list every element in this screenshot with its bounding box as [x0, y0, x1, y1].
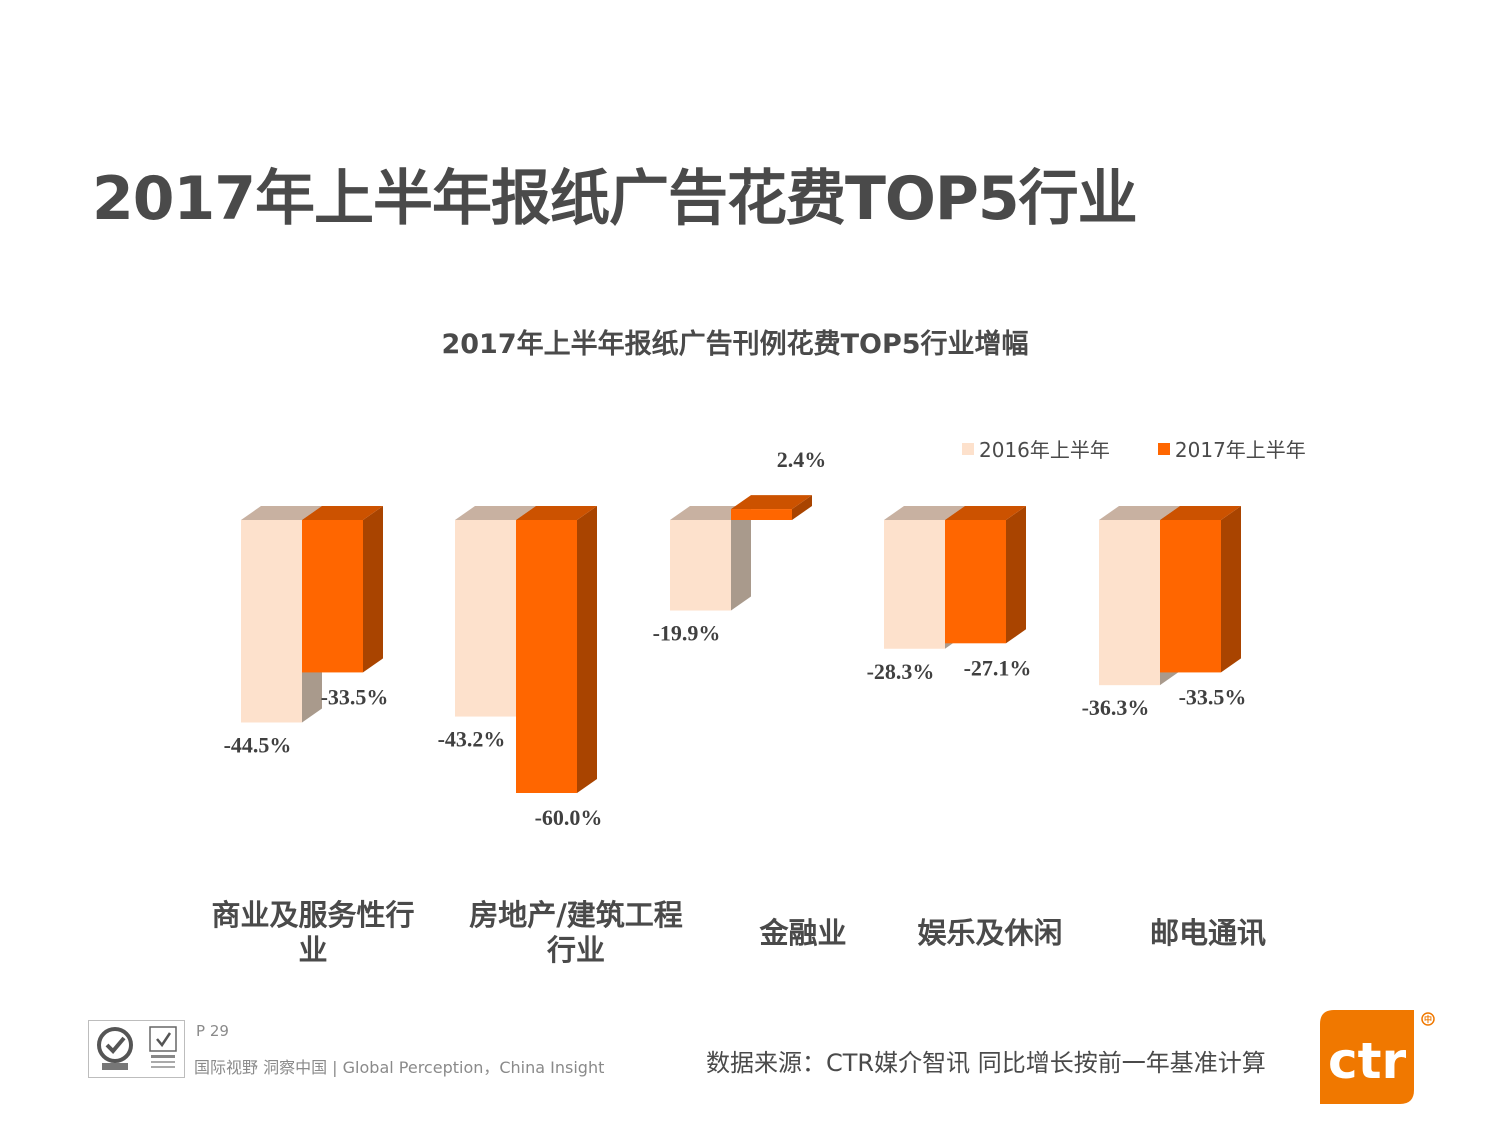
- data-label-2017-3: 2.4%: [777, 447, 827, 472]
- data-label-2017-5: -33.5%: [1179, 684, 1247, 709]
- data-source-note: 数据来源：CTR媒介智讯 同比增长按前一年基准计算: [706, 1049, 1266, 1077]
- bar-side: [363, 506, 383, 673]
- legend-label-2017: 2017年上半年: [1174, 438, 1306, 462]
- data-label-2016-2: -43.2%: [438, 727, 506, 752]
- bar-2017-2: [516, 506, 597, 793]
- footer-tagline: 国际视野 洞察中国 | Global Perception，China Insi…: [194, 1058, 605, 1077]
- bar-top: [516, 506, 597, 520]
- bar-2017-1: [302, 506, 383, 673]
- legend-swatch-2016: [962, 442, 974, 455]
- bar-chart: -44.5% -33.5% -43.2% -60.0% -19.9% 2.4% -28.3%…: [224, 447, 1247, 830]
- data-label-2016-4: -28.3%: [867, 659, 935, 684]
- sgs-certification-icon: [97, 1027, 134, 1070]
- bar-side: [792, 495, 812, 520]
- chart-legend: 2016年上半年 2017年上半年: [962, 434, 1306, 463]
- bar-top: [1160, 506, 1241, 520]
- chart-title: 2017年上半年报纸广告刊例花费TOP5行业增幅: [441, 329, 1029, 360]
- category-label-line: 行业: [546, 933, 605, 967]
- data-label-2017-1: -33.5%: [321, 684, 389, 709]
- bar-front: [455, 520, 516, 717]
- category-label-line: 金融业: [759, 916, 847, 950]
- bar-front: [1160, 520, 1221, 673]
- category-label-5: 邮电通讯: [1093, 916, 1323, 951]
- category-label-line: 业: [298, 933, 328, 967]
- bar-side: [1006, 506, 1026, 644]
- legend-swatch-2017: [1157, 442, 1170, 455]
- bar-front: [302, 520, 363, 673]
- page-title: 2017年上半年报纸广告花费TOP5行业: [92, 164, 1138, 234]
- legend-label-2016: 2016年上半年: [979, 438, 1110, 462]
- bar-2017-5: [1160, 506, 1241, 673]
- category-label-4: 娱乐及休闲: [875, 916, 1105, 951]
- bar-front: [670, 520, 731, 611]
- ctr-logo-text: ctr: [1328, 1032, 1407, 1090]
- bar-top: [302, 506, 383, 520]
- bar-front: [1099, 520, 1160, 686]
- bar-2016-3: [670, 506, 751, 611]
- legend-item-2017: 2017年上半年: [1157, 434, 1306, 463]
- bar-top: [945, 506, 1026, 520]
- data-label-2016-3: -19.9%: [653, 621, 721, 646]
- category-label-3: 金融业: [688, 916, 918, 951]
- bar-front: [516, 520, 577, 793]
- bar-side: [731, 506, 751, 611]
- category-label-line: 邮电通讯: [1149, 916, 1266, 950]
- bar-top: [731, 495, 812, 510]
- bar-top: [241, 506, 322, 520]
- data-label-2016-5: -36.3%: [1082, 695, 1150, 720]
- data-label-2017-2: -60.0%: [535, 805, 603, 830]
- bar-side: [577, 506, 597, 793]
- category-label-line: 商业及服务性行: [211, 898, 415, 932]
- certification-logos: [88, 1020, 185, 1078]
- category-label-line: 房地产/建筑工程: [469, 898, 683, 932]
- bar-front: [945, 520, 1006, 644]
- bar-top: [670, 506, 751, 520]
- bar-2017-3: [731, 495, 812, 520]
- bar-top: [455, 506, 536, 520]
- bar-front: [884, 520, 945, 649]
- category-label-2: 房地产/建筑工程 行业: [461, 898, 691, 968]
- bar-top: [884, 506, 965, 520]
- bar-top: [1099, 506, 1180, 520]
- category-label-line: 娱乐及休闲: [917, 916, 1063, 950]
- page-number: P 29: [196, 1022, 229, 1040]
- ctr-logo: ctr 中: [1320, 1010, 1435, 1104]
- bar-front: [731, 509, 792, 520]
- data-label-2016-1: -44.5%: [224, 732, 292, 757]
- bar-2017-4: [945, 506, 1026, 644]
- bar-side: [1221, 506, 1241, 673]
- bar-front: [241, 520, 302, 723]
- svg-text:中: 中: [1424, 1014, 1432, 1024]
- category-label-1: 商业及服务性行业: [198, 898, 428, 968]
- ukas-certification-icon: [149, 1026, 177, 1068]
- legend-item-2016: 2016年上半年: [962, 434, 1110, 463]
- data-label-2017-4: -27.1%: [964, 655, 1032, 680]
